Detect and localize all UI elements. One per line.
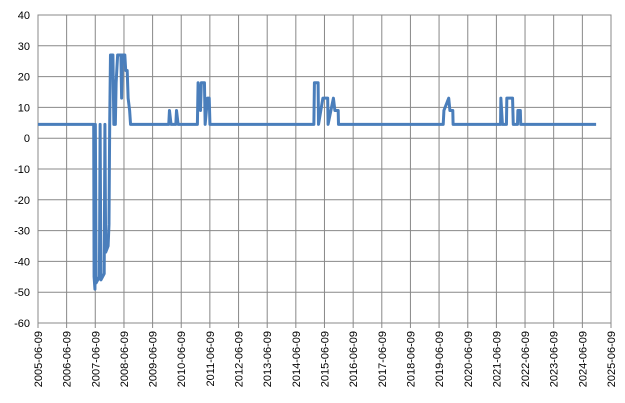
y-tick-label: 30 — [18, 41, 30, 53]
x-tick-label: 2011-06-09 — [205, 331, 217, 386]
y-tick-label: 20 — [18, 72, 30, 84]
y-tick-label: 0 — [24, 133, 30, 145]
x-tick-label: 2005-06-09 — [33, 331, 45, 387]
y-tick-label: -40 — [14, 256, 30, 268]
x-tick-label: 2018-06-09 — [405, 331, 417, 387]
plot-border — [37, 14, 612, 324]
x-tick-label: 2024-06-09 — [577, 331, 589, 387]
y-tick-label: -10 — [14, 164, 30, 176]
x-tick-label: 2014-06-09 — [291, 331, 303, 387]
x-tick-label: 2007-06-09 — [90, 331, 102, 387]
x-tick-label: 2017-06-09 — [377, 331, 389, 387]
x-tick-label: 2016-06-09 — [348, 331, 360, 387]
x-tick-label: 2023-06-09 — [549, 331, 561, 387]
x-tick-label: 2013-06-09 — [262, 331, 274, 387]
x-tick-label: 2012-06-09 — [234, 331, 246, 387]
x-tick-label: 2010-06-09 — [176, 331, 188, 387]
x-tick-label: 2019-06-09 — [434, 331, 446, 387]
y-tick-label: -50 — [14, 287, 30, 299]
y-tick-label: 10 — [18, 102, 30, 114]
x-tick-label: 2020-06-09 — [463, 331, 475, 387]
y-tick-label: -20 — [14, 195, 30, 207]
y-tick-label: -30 — [14, 226, 30, 238]
x-tick-label: 2008-06-09 — [119, 331, 131, 387]
y-tick-label: 40 — [18, 10, 30, 22]
x-tick-label: 2021-06-09 — [491, 331, 503, 387]
y-tick-label: -60 — [14, 318, 30, 330]
x-tick-label: 2015-06-09 — [319, 331, 331, 387]
x-tick-label: 2009-06-09 — [148, 331, 160, 387]
x-tick-label: 2006-06-09 — [62, 331, 74, 387]
x-tick-label: 2025-06-09 — [606, 331, 618, 387]
line — [38, 53, 597, 291]
x-tick-label: 2022-06-09 — [520, 331, 532, 387]
